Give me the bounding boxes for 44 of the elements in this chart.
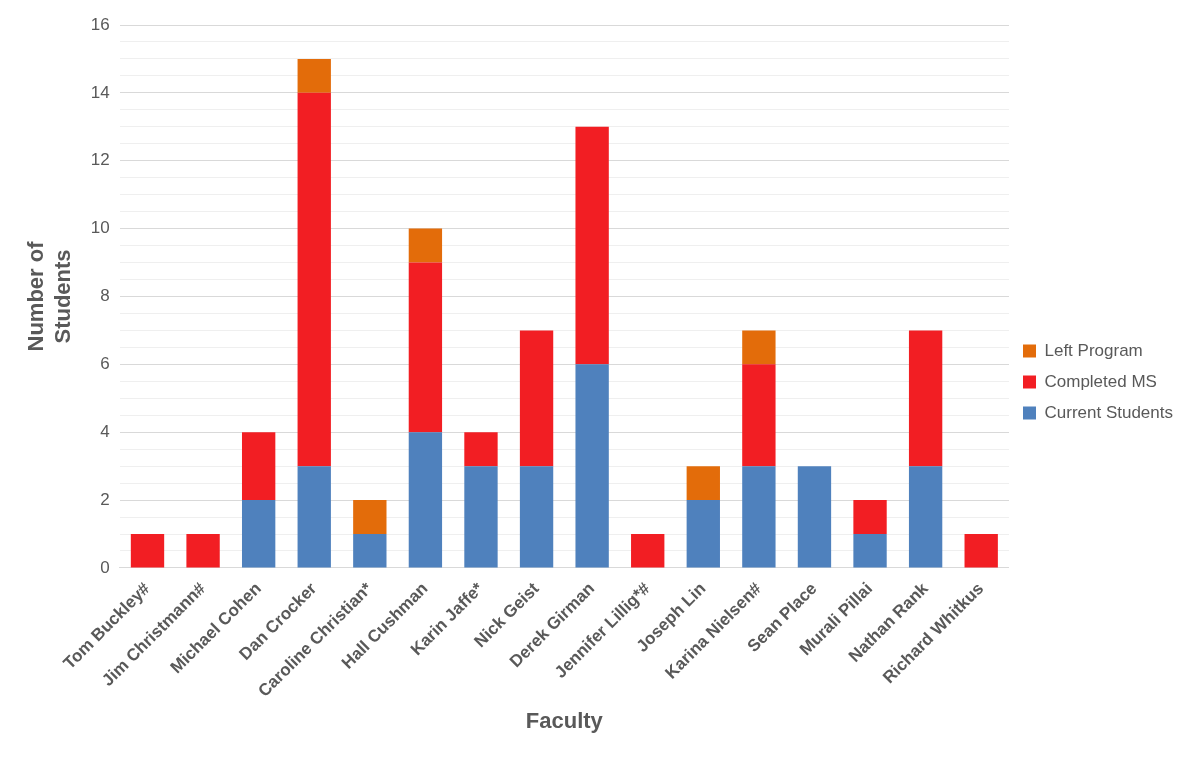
y-tick-label: 14 <box>90 82 110 102</box>
bar <box>353 534 387 568</box>
y-tick-label: 4 <box>100 421 110 441</box>
bar <box>964 534 998 568</box>
y-tick-label: 2 <box>100 489 110 509</box>
y-tick-label: 16 <box>90 14 110 34</box>
bar <box>742 330 776 365</box>
bar <box>908 330 943 467</box>
bar <box>408 228 443 263</box>
bar <box>686 500 720 568</box>
bar <box>853 534 887 568</box>
legend-label: Completed MS <box>1044 371 1157 391</box>
bar <box>575 364 609 568</box>
bar <box>130 534 165 568</box>
y-tick-label: 6 <box>100 354 110 374</box>
y-tick-label: 12 <box>90 150 110 170</box>
bar <box>519 330 554 467</box>
bar <box>631 534 665 568</box>
bar <box>464 432 498 467</box>
bar <box>797 466 832 568</box>
legend-label: Left Program <box>1044 340 1143 360</box>
legend-label: Current Students <box>1044 402 1173 422</box>
x-axis-title: Faculty <box>525 707 604 733</box>
y-tick-label: 10 <box>90 218 110 238</box>
bar <box>408 432 443 568</box>
bar <box>241 500 276 568</box>
bar <box>297 466 331 568</box>
bar <box>908 466 943 568</box>
y-axis-title: Number of Students <box>23 240 75 352</box>
bar <box>186 534 220 568</box>
bar <box>297 92 331 467</box>
y-tick-label: 8 <box>100 286 110 306</box>
bar <box>353 500 387 535</box>
bar <box>742 466 776 568</box>
bar <box>853 500 887 535</box>
bar <box>742 364 776 467</box>
y-tick-label: 0 <box>100 557 110 577</box>
bar <box>519 466 554 568</box>
bar <box>297 58 331 93</box>
bar <box>575 126 609 365</box>
bar <box>241 432 276 501</box>
bar <box>464 466 498 568</box>
bar <box>686 466 720 501</box>
bar <box>408 262 443 433</box>
